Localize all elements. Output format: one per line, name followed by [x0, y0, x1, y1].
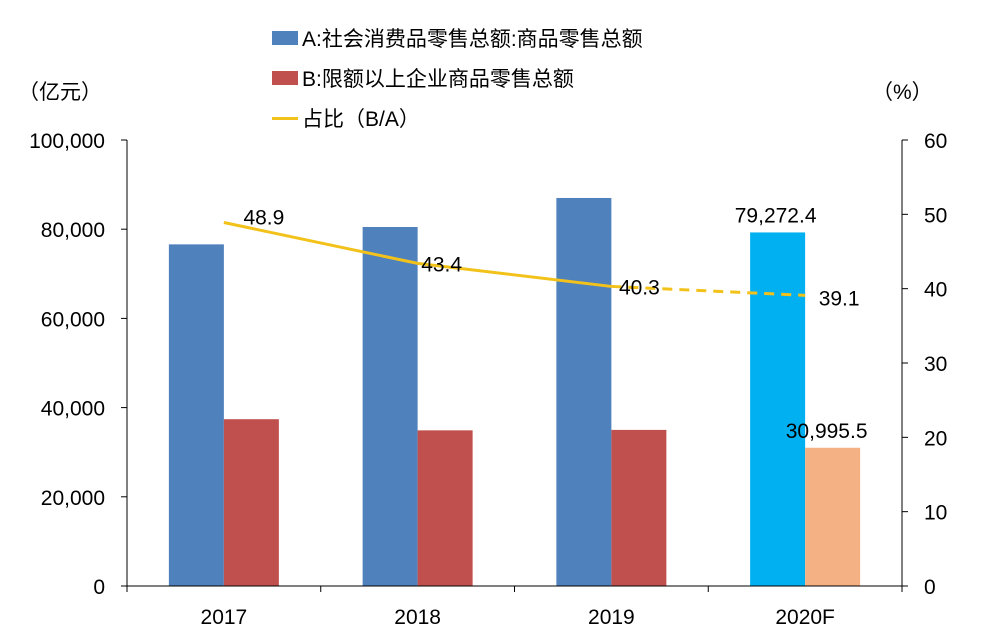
legend-item-b: B:限额以上企业商品零售总额: [272, 58, 643, 98]
ratio-line: [223, 221, 612, 288]
x-tick-label-2017: 2017: [201, 606, 248, 629]
right-tick-label-60: 60: [924, 130, 947, 153]
right-tick-label-30: 30: [924, 353, 947, 376]
legend-swatch-a: [272, 31, 298, 45]
bar-b-2019: [611, 429, 667, 586]
legend: A:社会消费品零售总额:商品零售总额 B:限额以上企业商品零售总额 占比（B/A…: [272, 18, 643, 138]
ratio-label-2017: 48.9: [243, 207, 284, 230]
right-tick-label-10: 10: [924, 502, 947, 525]
left-axis-unit: （亿元）: [18, 81, 102, 104]
right-tick-label-40: 40: [924, 279, 947, 302]
bar-b-2018: [417, 430, 473, 586]
legend-label-ratio: 占比（B/A）: [302, 108, 420, 131]
left-tick-label-60,000: 60,000: [41, 308, 105, 331]
left-tick-label-0: 0: [93, 576, 105, 599]
bar-b-label-2020F: 30,995.5: [786, 420, 868, 443]
bar-a-2020F: [750, 232, 806, 586]
left-tick-label-40,000: 40,000: [41, 398, 105, 421]
x-tick-label-2020F: 2020F: [775, 606, 835, 629]
legend-swatch-b: [272, 71, 298, 85]
ratio-line-forecast-segment: [611, 284, 806, 297]
legend-swatch-ratio: [272, 116, 298, 120]
x-tick-label-2018: 2018: [394, 606, 441, 629]
right-axis-unit: （%）: [872, 81, 933, 104]
bar-a-label-2020F: 79,272.4: [735, 204, 817, 227]
left-tick-label-80,000: 80,000: [41, 219, 105, 242]
right-tick-label-20: 20: [924, 427, 947, 450]
bar-b-2020F: [805, 447, 861, 586]
ratio-label-2020F: 39.1: [819, 287, 860, 310]
ratio-label-2018: 43.4: [421, 253, 462, 276]
left-tick-label-100,000: 100,000: [29, 130, 105, 153]
bar-b-2017: [223, 419, 279, 586]
bar-a-2017: [168, 244, 224, 586]
bar-a-2019: [556, 197, 612, 587]
legend-item-a: A:社会消费品零售总额:商品零售总额: [272, 18, 643, 58]
legend-item-ratio: 占比（B/A）: [272, 98, 643, 138]
x-tick-label-2019: 2019: [588, 606, 635, 629]
legend-label-a: A:社会消费品零售总额:商品零售总额: [302, 28, 643, 51]
right-tick-label-50: 50: [924, 204, 947, 227]
legend-label-b: B:限额以上企业商品零售总额: [302, 68, 574, 91]
right-tick-label-0: 0: [924, 576, 936, 599]
ratio-label-2019: 40.3: [619, 276, 660, 299]
bar-a-2018: [362, 226, 418, 586]
left-tick-label-20,000: 20,000: [41, 487, 105, 510]
